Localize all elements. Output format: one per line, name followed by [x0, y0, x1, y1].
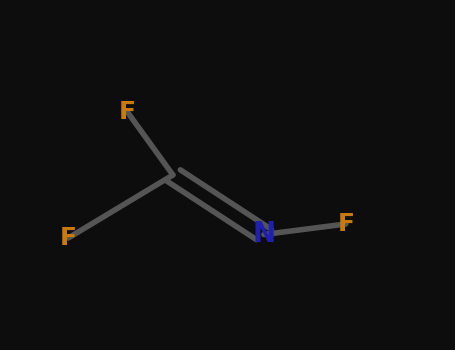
Text: F: F: [60, 226, 77, 250]
Text: F: F: [119, 100, 136, 124]
Text: F: F: [337, 212, 354, 236]
Text: N: N: [253, 220, 275, 248]
